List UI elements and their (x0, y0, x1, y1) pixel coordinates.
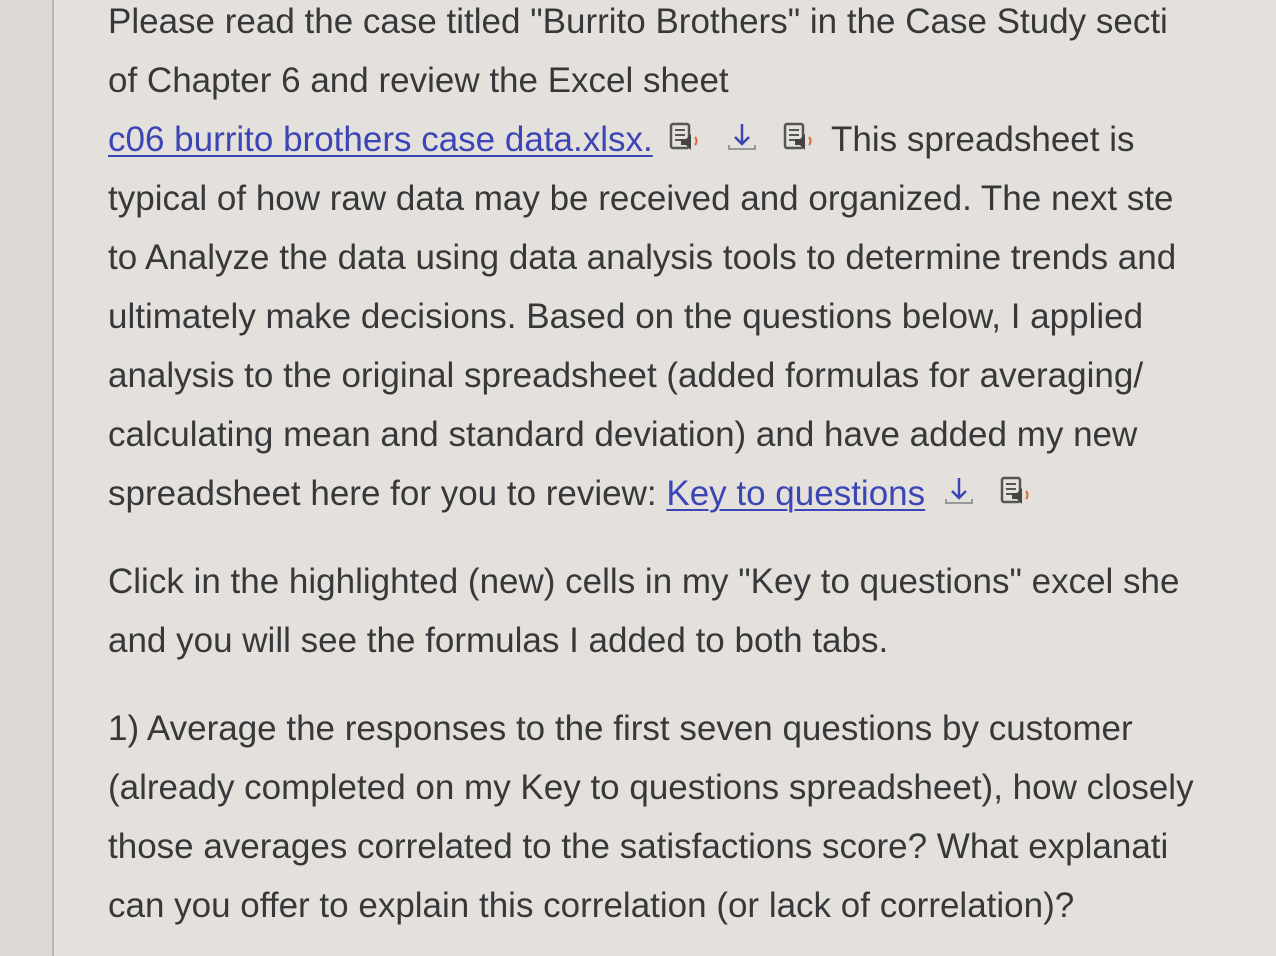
text-segment: spreadsheet here for you to review: (108, 474, 667, 513)
left-gutter (0, 0, 54, 956)
text-segment: This spreadsheet is (831, 120, 1135, 159)
text-line: c06 burrito brothers case data.xlsx. Thi… (108, 110, 1276, 169)
text-line: spreadsheet here for you to review: Key … (108, 464, 1276, 523)
text-line: ultimately make decisions. Based on the … (108, 297, 1144, 336)
text-line: Click in the highlighted (new) cells in … (108, 562, 1180, 601)
text-line: those averages correlated to the satisfa… (108, 827, 1169, 866)
download-icon[interactable] (941, 466, 977, 525)
text-line: typical of how raw data may be received … (108, 179, 1174, 218)
text-line: can you offer to explain this correlatio… (108, 886, 1075, 925)
text-line: of Chapter 6 and review the Excel sheet (108, 61, 729, 100)
text-line: and you will see the formulas I added to… (108, 621, 889, 660)
immersive-reader-icon[interactable] (668, 112, 702, 171)
text-line: Please read the case titled "Burrito Bro… (108, 2, 1168, 41)
immersive-reader-icon[interactable] (999, 466, 1033, 525)
text-line: (already completed on my Key to question… (108, 768, 1194, 807)
text-line: analysis to the original spreadsheet (ad… (108, 356, 1144, 395)
immersive-reader-icon[interactable] (782, 112, 816, 171)
download-icon[interactable] (724, 112, 760, 171)
text-line: calculating mean and standard deviation)… (108, 415, 1138, 454)
text-line: 1) Average the responses to the first se… (108, 709, 1133, 748)
text-line: to Analyze the data using data analysis … (108, 238, 1177, 277)
key-to-questions-link[interactable]: Key to questions (666, 474, 926, 513)
assignment-content: Please read the case titled "Burrito Bro… (108, 0, 1276, 935)
case-data-file-link[interactable]: c06 burrito brothers case data.xlsx. (108, 120, 653, 159)
